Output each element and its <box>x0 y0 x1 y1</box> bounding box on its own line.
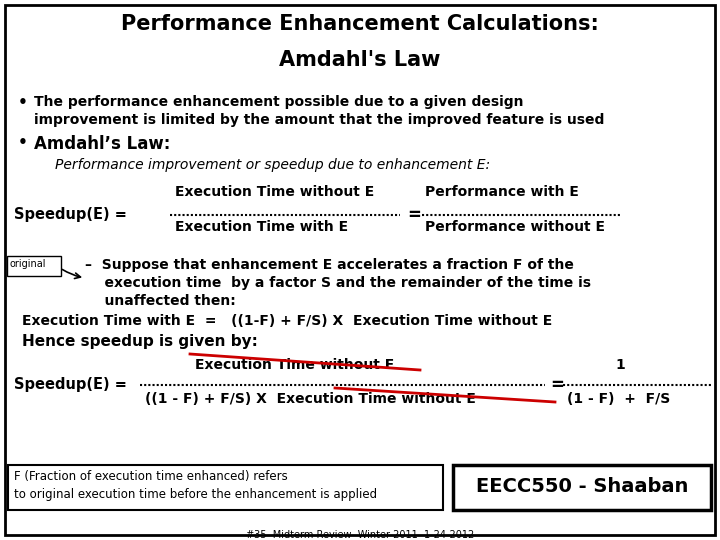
Text: Speedup(E) =: Speedup(E) = <box>14 207 127 222</box>
Text: Performance with E: Performance with E <box>425 185 579 199</box>
Text: ((1 - F) + F/S) X  Execution Time without E: ((1 - F) + F/S) X Execution Time without… <box>145 392 476 406</box>
Text: original: original <box>10 259 47 269</box>
Text: Performance improvement or speedup due to enhancement E:: Performance improvement or speedup due t… <box>55 158 490 172</box>
Text: Performance without E: Performance without E <box>425 220 605 234</box>
Text: •: • <box>18 135 28 150</box>
Text: The performance enhancement possible due to a given design: The performance enhancement possible due… <box>34 95 523 109</box>
Text: =: = <box>407 206 421 224</box>
Text: Amdahl's Law: Amdahl's Law <box>279 50 441 70</box>
Text: #35  Midterm Review  Winter 2011  1-24-2012: #35 Midterm Review Winter 2011 1-24-2012 <box>246 530 474 540</box>
Text: Amdahl’s Law:: Amdahl’s Law: <box>34 135 171 153</box>
Text: to original execution time before the enhancement is applied: to original execution time before the en… <box>14 488 377 501</box>
Text: =: = <box>550 376 564 394</box>
Bar <box>453 465 711 510</box>
Text: •: • <box>18 95 28 110</box>
Text: Execution Time with E: Execution Time with E <box>175 220 348 234</box>
Text: Performance Enhancement Calculations:: Performance Enhancement Calculations: <box>121 14 599 34</box>
Text: 1: 1 <box>615 358 625 372</box>
Text: execution time  by a factor S and the remainder of the time is: execution time by a factor S and the rem… <box>85 276 591 290</box>
Text: –  Suppose that enhancement E accelerates a fraction F of the: – Suppose that enhancement E accelerates… <box>85 258 574 272</box>
Bar <box>8 465 443 510</box>
FancyBboxPatch shape <box>7 256 61 276</box>
Text: F (Fraction of execution time enhanced) refers: F (Fraction of execution time enhanced) … <box>14 470 288 483</box>
Text: Hence speedup is given by:: Hence speedup is given by: <box>22 334 258 349</box>
Text: EECC550 - Shaaban: EECC550 - Shaaban <box>476 477 688 496</box>
Text: (1 - F)  +  F/S: (1 - F) + F/S <box>567 392 670 406</box>
Text: Speedup(E) =: Speedup(E) = <box>14 377 127 393</box>
Text: improvement is limited by the amount that the improved feature is used: improvement is limited by the amount tha… <box>34 113 604 127</box>
Text: Execution Time without E: Execution Time without E <box>195 358 395 372</box>
Text: Execution Time with E  =   ((1-F) + F/S) X  Execution Time without E: Execution Time with E = ((1-F) + F/S) X … <box>22 314 552 328</box>
Text: unaffected then:: unaffected then: <box>85 294 235 308</box>
Text: Execution Time without E: Execution Time without E <box>175 185 374 199</box>
